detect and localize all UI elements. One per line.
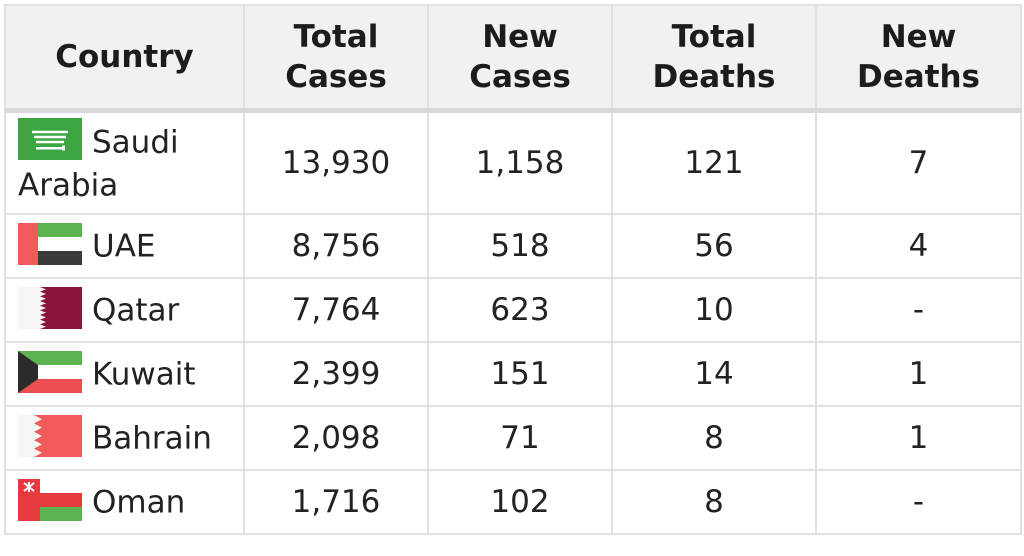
country-cell: Saudi Arabia — [4, 109, 245, 215]
column-header-new-cases[interactable]: New Cases — [427, 4, 613, 113]
total-cases-cell: 7,764 — [243, 277, 429, 343]
new-deaths-cell: - — [815, 277, 1022, 343]
new-cases-cell: 518 — [427, 213, 613, 279]
total-cases-cell: 13,930 — [243, 109, 429, 215]
table-row: Oman 1,716 102 8 - — [4, 469, 1022, 535]
total-cases-cell: 1,716 — [243, 469, 429, 535]
country-name: Kuwait — [92, 356, 196, 393]
total-deaths-cell: 121 — [611, 109, 817, 215]
uae-flag-icon — [18, 222, 82, 265]
total-deaths-cell: 8 — [611, 469, 817, 535]
total-deaths-cell: 10 — [611, 277, 817, 343]
country-cell: Qatar — [4, 277, 245, 343]
table-row: Bahrain 2,098 71 8 1 — [4, 405, 1022, 471]
header-row: Country Total Cases New Cases Total Deaths … — [4, 4, 1022, 113]
total-deaths-cell: 56 — [611, 213, 817, 279]
total-deaths-cell: 14 — [611, 341, 817, 407]
column-header-country[interactable]: Country — [4, 4, 245, 113]
total-cases-cell: 2,399 — [243, 341, 429, 407]
country-name: Qatar — [92, 292, 180, 329]
new-deaths-cell: - — [815, 469, 1022, 535]
total-cases-cell: 8,756 — [243, 213, 429, 279]
country-cell: Kuwait — [4, 341, 245, 407]
table-row: Saudi Arabia 13,930 1,158 121 7 — [4, 109, 1022, 215]
covid-stats-table: Country Total Cases New Cases Total Deaths … — [4, 4, 1022, 535]
column-header-total-cases[interactable]: Total Cases — [243, 4, 429, 113]
table-row: Kuwait 2,399 151 14 1 — [4, 341, 1022, 407]
country-cell: Oman — [4, 469, 245, 535]
table-row: Qatar 7,764 623 10 - — [4, 277, 1022, 343]
qatar-flag-icon — [18, 286, 82, 329]
new-cases-cell: 102 — [427, 469, 613, 535]
bahrain-flag-icon — [18, 414, 82, 457]
kuwait-flag-icon — [18, 350, 82, 393]
new-cases-cell: 71 — [427, 405, 613, 471]
new-cases-cell: 623 — [427, 277, 613, 343]
total-deaths-cell: 8 — [611, 405, 817, 471]
new-cases-cell: 1,158 — [427, 109, 613, 215]
saudi-arabia-flag-icon — [18, 118, 82, 160]
new-cases-cell: 151 — [427, 341, 613, 407]
new-deaths-cell: 7 — [815, 109, 1022, 215]
new-deaths-cell: 1 — [815, 405, 1022, 471]
new-deaths-cell: 1 — [815, 341, 1022, 407]
column-header-new-deaths[interactable]: New Deaths — [815, 4, 1022, 113]
country-name: Saudi Arabia — [18, 124, 179, 204]
country-name: UAE — [92, 228, 156, 265]
column-header-total-deaths[interactable]: Total Deaths — [611, 4, 817, 113]
country-cell: UAE — [4, 213, 245, 279]
oman-flag-icon — [18, 478, 82, 521]
country-name: Oman — [92, 484, 186, 521]
new-deaths-cell: 4 — [815, 213, 1022, 279]
country-cell: Bahrain — [4, 405, 245, 471]
table-row: UAE 8,756 518 56 4 — [4, 213, 1022, 279]
total-cases-cell: 2,098 — [243, 405, 429, 471]
country-name: Bahrain — [92, 420, 212, 457]
